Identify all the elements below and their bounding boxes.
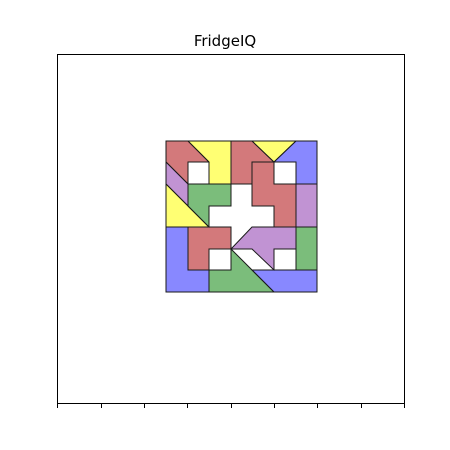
puzzle-piece-blue-bottom-right[interactable] [250, 269, 318, 293]
puzzle-piece-red-right-cross[interactable] [251, 161, 297, 228]
puzzle-piece-purple-right[interactable] [295, 183, 318, 228]
puzzle-piece-green-upper[interactable] [187, 183, 232, 229]
board-ticks [57, 404, 405, 408]
puzzle-piece-green-lower-right[interactable] [295, 226, 318, 271]
puzzle-pieces [165, 140, 318, 293]
page-title: FridgeIQ [193, 32, 257, 50]
board-frame [57, 54, 405, 404]
puzzle-piece-red-lower-left[interactable] [187, 226, 232, 271]
